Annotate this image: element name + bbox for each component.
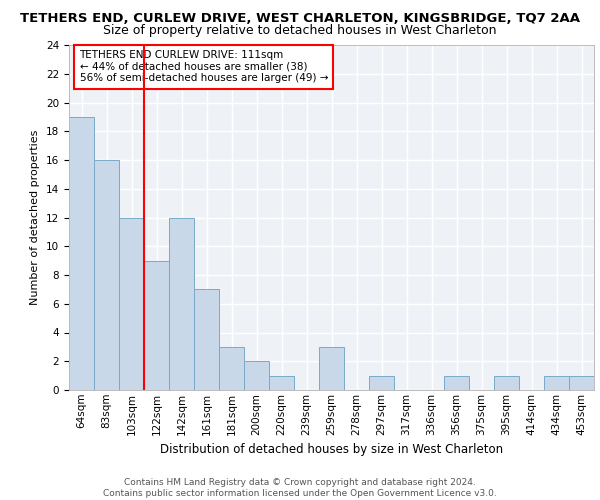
Bar <box>319 347 344 390</box>
Text: TETHERS END, CURLEW DRIVE, WEST CHARLETON, KINGSBRIDGE, TQ7 2AA: TETHERS END, CURLEW DRIVE, WEST CHARLETO… <box>20 12 580 26</box>
X-axis label: Distribution of detached houses by size in West Charleton: Distribution of detached houses by size … <box>160 443 503 456</box>
Bar <box>244 361 269 390</box>
Bar <box>169 218 194 390</box>
Text: Contains HM Land Registry data © Crown copyright and database right 2024.
Contai: Contains HM Land Registry data © Crown c… <box>103 478 497 498</box>
Bar <box>269 376 294 390</box>
Bar <box>94 160 119 390</box>
Bar <box>569 376 594 390</box>
Text: Size of property relative to detached houses in West Charleton: Size of property relative to detached ho… <box>103 24 497 37</box>
Bar <box>444 376 469 390</box>
Bar <box>119 218 144 390</box>
Bar <box>144 260 169 390</box>
Bar <box>494 376 519 390</box>
Bar <box>194 290 219 390</box>
Bar <box>69 117 94 390</box>
Y-axis label: Number of detached properties: Number of detached properties <box>31 130 40 305</box>
Bar <box>544 376 569 390</box>
Bar <box>369 376 394 390</box>
Text: TETHERS END CURLEW DRIVE: 111sqm
← 44% of detached houses are smaller (38)
56% o: TETHERS END CURLEW DRIVE: 111sqm ← 44% o… <box>79 50 328 84</box>
Bar <box>219 347 244 390</box>
